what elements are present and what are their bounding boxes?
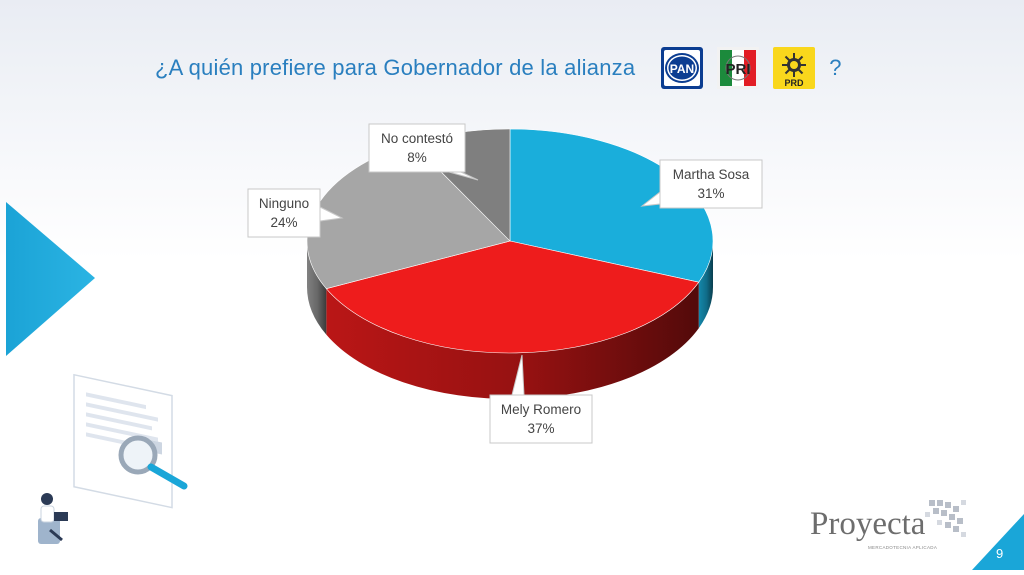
decorative-arrow-triangle [0,200,100,365]
pri-logo-icon: PRI [717,47,760,89]
title-row: ¿A quién prefiere para Gobernador de la … [155,46,842,90]
pie-slice-mely-romero [325,240,700,354]
pie-slice-side-mely-romero [326,282,699,400]
slice-value-label: 24% [270,215,297,230]
pan-logo-icon: PAN [661,47,704,89]
pie-slice-side-ninguno [307,241,327,335]
callout-martha-sosa: Martha Sosa 31% [640,159,763,209]
callout-no-contesto: No contestó 8% [368,123,479,181]
document-search-illustration [28,370,198,565]
slice-value-label: 31% [697,186,724,201]
slice-value-label: 8% [407,150,427,165]
pri-logo-text: PRI [726,61,751,78]
title-question-mark: ? [829,55,842,80]
slice-label: Martha Sosa [673,167,750,182]
page-corner-triangle [972,514,1024,575]
slice-label: No contestó [381,131,453,146]
page-number: 9 [996,546,1004,561]
person-figure-icon [38,493,68,544]
slice-label: Ninguno [259,196,309,211]
pan-logo-text: PAN [670,62,694,76]
chart-title: ¿A quién prefiere para Gobernador de la … [155,55,636,80]
proyecta-brand-name: Proyecta [810,506,926,542]
callout-mely-romero: Mely Romero 37% [489,354,593,444]
prd-logo-icon: PRD [773,47,816,89]
proyecta-logo-mark-icon [925,498,969,549]
callout-ninguno: Ninguno 24% [247,188,344,238]
slice-label: Mely Romero [501,402,581,417]
prd-logo-text: PRD [785,78,805,88]
proyecta-brand-tagline: MERCADOTECNIA APLICADA [868,545,938,550]
slice-value-label: 37% [527,421,554,436]
